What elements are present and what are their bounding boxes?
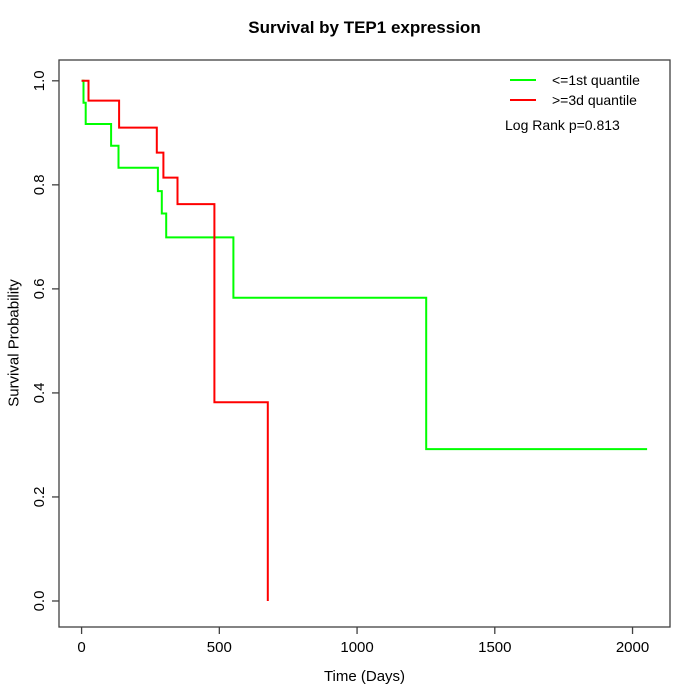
plot-box	[58, 59, 671, 628]
legend-label: <=1st quantile	[552, 72, 640, 88]
legend-item: <=1st quantile	[505, 70, 640, 90]
survival-curve-0	[81, 79, 648, 451]
log-rank-annotation: Log Rank p=0.813	[505, 117, 620, 133]
y-axis-label: Survival Probability	[5, 279, 23, 407]
legend-line-icon	[510, 79, 536, 81]
x-axis-tick-label: 2000	[616, 639, 649, 656]
survival-curve-1	[81, 79, 269, 601]
x-axis-tick-label: 0	[77, 639, 85, 656]
x-axis-tick-label: 1000	[340, 639, 373, 656]
legend-label: >=3d quantile	[552, 92, 637, 108]
x-axis-tick-label: 500	[207, 639, 232, 656]
y-axis-tick-label: 0.8	[31, 174, 48, 195]
legend-line-icon	[510, 99, 536, 101]
x-axis-label: Time (Days)	[323, 668, 406, 685]
y-axis-tick-label: 0.6	[31, 278, 48, 299]
legend: <=1st quantile >=3d quantile Log Rank p=…	[505, 70, 640, 134]
y-axis-tick-label: 0.4	[31, 382, 48, 403]
y-axis-tick-label: 1.0	[31, 70, 48, 91]
y-axis-tick-label: 0.0	[31, 591, 48, 612]
y-axis-tick-label: 0.2	[31, 487, 48, 508]
x-axis-tick-label: 1500	[478, 639, 511, 656]
legend-item: >=3d quantile	[505, 90, 640, 110]
chart-title: Survival by TEP1 expression	[248, 18, 481, 37]
